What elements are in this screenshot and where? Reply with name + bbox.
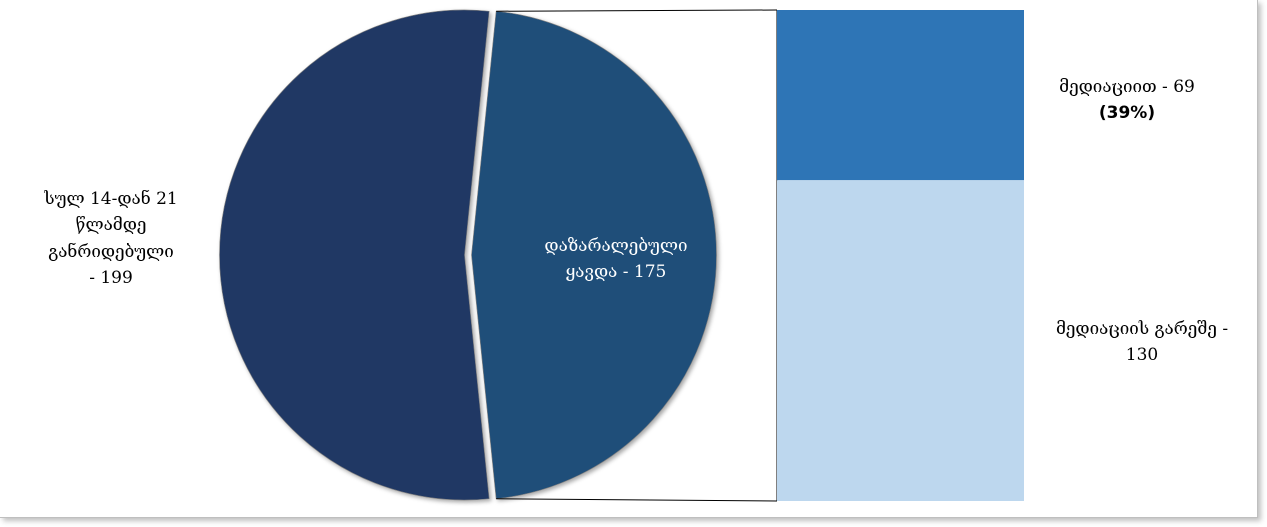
connector-line-bottom	[496, 498, 778, 502]
pie-slice-label-line: ყავდა - 175	[565, 262, 667, 283]
connector-line-top	[496, 9, 778, 12]
pie-slice-label-total-diverted: სულ 14-დან 21 წლამდე განრიდებული - 199	[18, 186, 204, 291]
bar-segment-label-line: მედიაციის გარეშე -	[1055, 319, 1229, 339]
pie-slice-label-line: - 199	[89, 268, 133, 289]
bar-segment-percent: (39%)	[1098, 103, 1156, 124]
bar-of-pie-chart	[219, 9, 1024, 502]
pie-slice-label-line: დაზარალებული	[544, 236, 688, 256]
pie-slice-had-victim	[471, 10, 717, 500]
pie-slice-total-diverted	[219, 9, 490, 501]
pie-slice-label-line: განრიდებული	[48, 241, 174, 262]
pie-group	[219, 9, 717, 501]
bar-segment-label-no-mediation: მედიაციის გარეშე - 130	[1026, 316, 1258, 369]
pie-slice-label-line: სულ 14-დან 21	[44, 189, 178, 209]
pie-slice-label-line: წლამდე	[75, 215, 147, 236]
bar-segment-no-mediation	[777, 180, 1024, 502]
bar-segment-label-line: მედიაციით - 69	[1059, 77, 1195, 97]
chart-frame: სულ 14-დან 21 წლამდე განრიდებული - 199 დ…	[0, 0, 1258, 518]
bar-segment-mediation	[777, 10, 1024, 181]
stacked-bar-group	[777, 10, 1024, 502]
pie-slice-label-had-victim: დაზარალებული ყავდა - 175	[500, 233, 732, 286]
bar-segment-label-line: 130	[1125, 345, 1159, 366]
bar-segment-label-mediation: მედიაციით - 69 (39%)	[1022, 74, 1232, 127]
